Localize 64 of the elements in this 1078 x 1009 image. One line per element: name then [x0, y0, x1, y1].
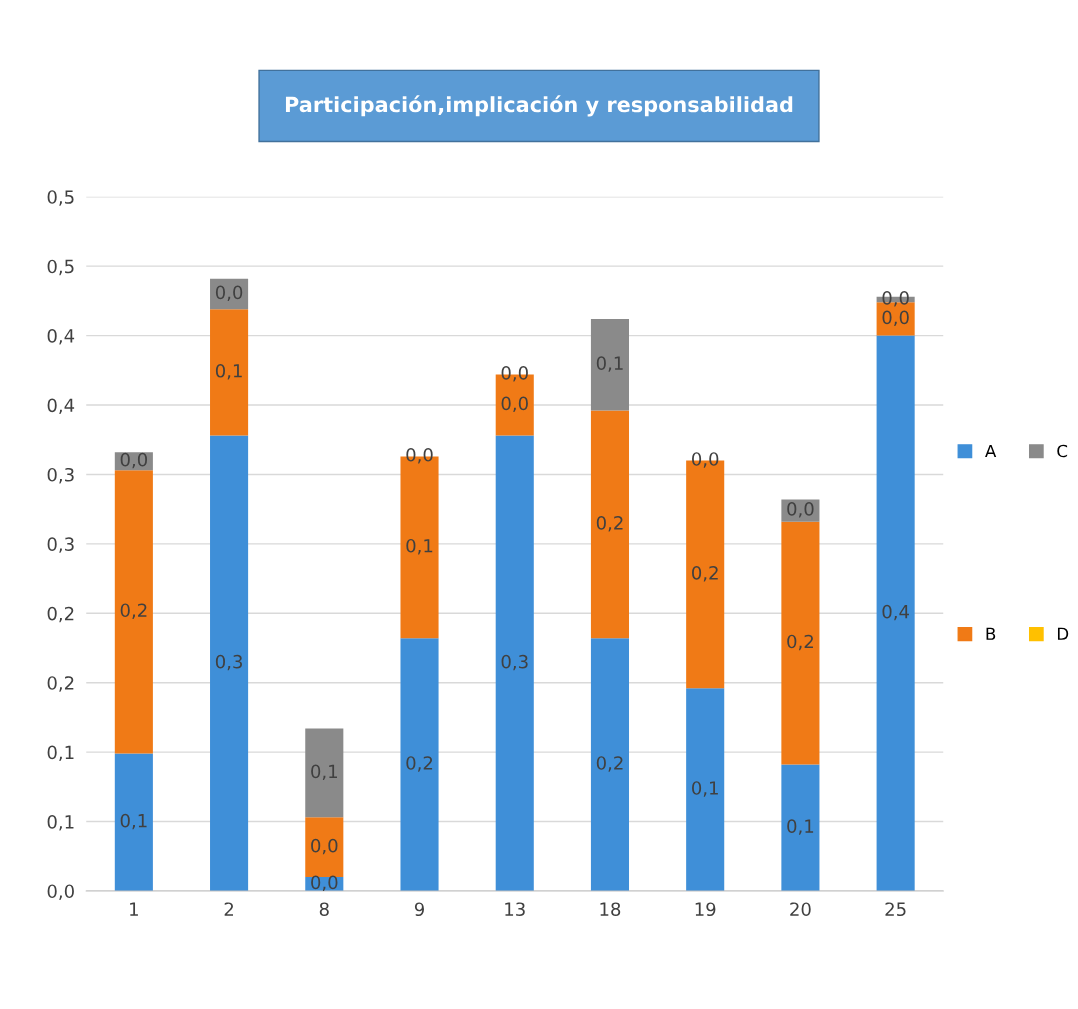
legend-label: D [1057, 627, 1069, 640]
x-tick-label: 19 [695, 902, 716, 917]
x-tick-label: 18 [600, 902, 621, 917]
bar [590, 410, 630, 639]
y-tick-label: 0,2 [47, 606, 74, 623]
data-label: 0,2 [596, 756, 623, 772]
data-label: 0,2 [692, 565, 718, 582]
legend-label: C [1057, 444, 1068, 458]
bar [876, 335, 915, 891]
y-tick-label: 0,3 [47, 467, 74, 484]
bar [305, 728, 344, 818]
x-tick-label: 20 [790, 902, 811, 917]
legend-label: B [986, 627, 996, 640]
x-tick-label: 1 [130, 902, 138, 916]
data-label: 0,1 [692, 781, 718, 797]
data-label: 0,1 [406, 538, 433, 555]
chart-title: Participación,implicación y responsabilidad [285, 95, 793, 117]
data-label: 0,0 [215, 285, 243, 302]
data-label: 0,1 [215, 363, 242, 380]
data-label: 0,2 [596, 516, 623, 532]
bar [781, 499, 820, 522]
y-tick-label: 0,4 [47, 398, 75, 414]
bar [114, 470, 153, 754]
data-label: 0,0 [311, 838, 338, 855]
bar [495, 435, 534, 891]
data-label: 0,0 [787, 502, 814, 518]
data-label: 0,0 [692, 452, 719, 468]
bar [114, 753, 153, 891]
x-tick-label: 2 [224, 902, 234, 916]
data-label: 0,0 [882, 310, 909, 327]
bar [781, 521, 820, 765]
data-label: 0,1 [596, 356, 623, 372]
data-label: 0,0 [311, 875, 338, 892]
legend-label: A [985, 444, 997, 458]
y-tick-label: 0,1 [47, 814, 74, 831]
data-label: 0,2 [787, 634, 813, 651]
y-tick-label: 0,5 [47, 259, 74, 276]
x-tick-label: 25 [885, 902, 906, 917]
y-tick-label: 0,3 [47, 537, 74, 553]
data-label: 0,3 [501, 654, 528, 671]
data-label: 0,0 [501, 396, 528, 413]
bar [210, 435, 249, 891]
data-label: 0,1 [787, 819, 814, 835]
y-tick-label: 0,0 [47, 884, 74, 900]
y-tick-label: 0,5 [47, 190, 74, 206]
bar [781, 764, 820, 891]
data-label: 0,4 [882, 604, 909, 621]
x-tick-label: 8 [319, 902, 329, 917]
bar [210, 309, 249, 436]
y-tick-label: 0,2 [47, 676, 74, 692]
y-tick-label: 0,4 [47, 329, 75, 345]
data-label: 0,2 [120, 603, 147, 619]
data-label: 0,1 [120, 813, 147, 830]
data-label: 0,3 [215, 654, 242, 671]
y-tick-label: 0,1 [47, 745, 74, 762]
bar [590, 638, 630, 891]
x-tick-label: 13 [505, 902, 525, 917]
bar [400, 638, 439, 891]
data-label: 0,1 [311, 764, 337, 781]
bar [686, 688, 725, 891]
x-tick-label: 9 [414, 902, 424, 917]
data-label: 0,0 [120, 452, 148, 469]
data-label: 0,2 [406, 756, 433, 772]
bar [590, 318, 630, 411]
